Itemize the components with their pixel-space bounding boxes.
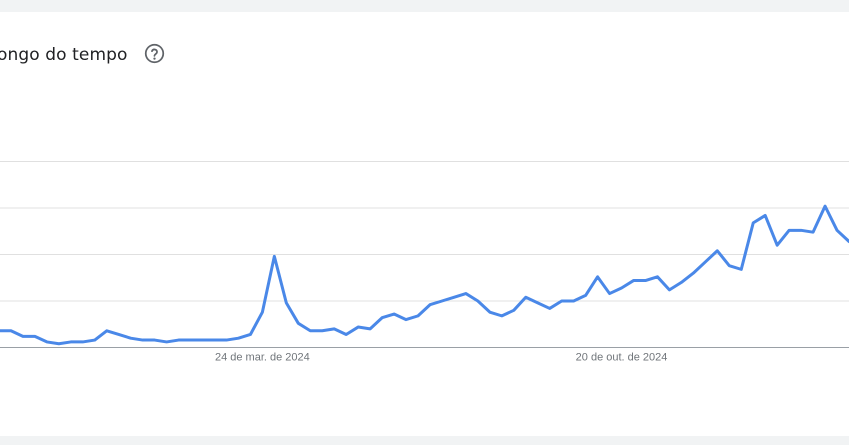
- data-point: [296, 321, 300, 325]
- data-point: [835, 228, 839, 232]
- data-point: [643, 279, 647, 283]
- data-point: [500, 314, 504, 318]
- help-circle-icon[interactable]: [144, 43, 165, 64]
- chart-card: ongo do tempo 24 de mar. de 2024 20 de ou…: [0, 12, 849, 436]
- data-point: [560, 299, 564, 303]
- data-point: [416, 314, 420, 318]
- data-point: [380, 316, 384, 320]
- x-tick-label-1: 20 de out. de 2024: [576, 352, 668, 364]
- data-point: [655, 275, 659, 279]
- data-point: [775, 243, 779, 247]
- data-point: [224, 338, 228, 342]
- data-point: [667, 288, 671, 292]
- data-point: [763, 213, 767, 217]
- data-point: [129, 336, 133, 340]
- data-point: [404, 318, 408, 322]
- data-point: [632, 279, 636, 283]
- data-point: [9, 329, 13, 333]
- data-point: [320, 329, 324, 333]
- data-point: [691, 271, 695, 275]
- data-point: [811, 230, 815, 234]
- data-point: [45, 340, 49, 344]
- data-point: [608, 292, 612, 296]
- gridlines: [0, 161, 849, 302]
- data-point: [823, 204, 827, 208]
- data-point: [464, 292, 468, 296]
- data-point: [57, 342, 61, 346]
- data-point: [356, 325, 360, 329]
- data-point: [440, 299, 444, 303]
- data-point: [33, 334, 37, 338]
- data-point: [165, 340, 169, 344]
- data-point: [93, 338, 97, 342]
- data-point: [679, 280, 683, 284]
- data-point: [536, 301, 540, 305]
- data-point: [751, 221, 755, 225]
- data-point: [428, 303, 432, 307]
- data-point: [392, 312, 396, 316]
- data-point: [548, 306, 552, 310]
- data-point: [452, 295, 456, 299]
- data-point: [21, 334, 25, 338]
- data-point: [81, 340, 85, 344]
- data-point: [739, 267, 743, 271]
- data-point: [153, 338, 157, 342]
- series-line: [0, 204, 849, 346]
- trend-line-chart: 24 de mar. de 2024 20 de out. de 2024: [0, 161, 849, 364]
- data-point: [584, 293, 588, 297]
- data-point: [476, 299, 480, 303]
- data-point: [141, 338, 145, 342]
- data-point: [512, 308, 516, 312]
- x-tick-labels: 24 de mar. de 2024 20 de out. de 2024: [215, 352, 667, 364]
- x-tick-label-0: 24 de mar. de 2024: [215, 352, 310, 364]
- data-point: [69, 340, 73, 344]
- data-point: [308, 329, 312, 333]
- data-point: [177, 338, 181, 342]
- data-point: [524, 295, 528, 299]
- data-point: [787, 228, 791, 232]
- data-point: [344, 332, 348, 336]
- data-point: [620, 286, 624, 290]
- data-point: [105, 329, 109, 333]
- data-point: [572, 299, 576, 303]
- series: [0, 204, 849, 346]
- data-point: [703, 260, 707, 264]
- data-point: [799, 228, 803, 232]
- data-point: [332, 327, 336, 331]
- data-point: [260, 310, 264, 314]
- data-point: [201, 338, 205, 342]
- data-point: [272, 254, 276, 258]
- data-point: [715, 249, 719, 253]
- data-point: [368, 327, 372, 331]
- data-point: [236, 336, 240, 340]
- data-point: [117, 332, 121, 336]
- data-point: [212, 338, 216, 342]
- data-point: [189, 338, 193, 342]
- data-point: [727, 264, 731, 268]
- data-point: [596, 275, 600, 279]
- card-title: ongo do tempo: [0, 45, 128, 65]
- data-point: [488, 310, 492, 314]
- data-point: [284, 301, 288, 305]
- data-point: [248, 332, 252, 336]
